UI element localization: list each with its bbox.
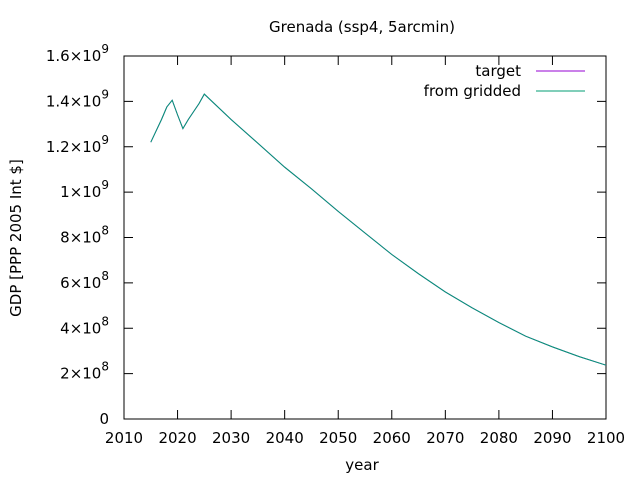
y-axis-ticks: 0 2×108 4×108 6×108 8×108 1×109 1.2×109 1.4×109… [46,42,606,428]
x-tick-label: 2010 [105,429,143,447]
x-tick-label: 2020 [158,429,196,447]
series-lines [150,93,607,366]
y-tick-label: 6×108 [60,269,109,292]
series-line-target [150,93,607,366]
plot-frame [123,55,607,420]
y-tick-label: 0 [99,410,109,428]
y-axis-title: GDP [PPP 2005 Int $] [7,159,25,317]
x-axis-ticks: 2010 2020 2030 2040 2050 2060 2070 2080 2090 2100 [105,56,625,447]
y-tick-label: 1×109 [60,178,109,201]
legend-label: target [475,62,521,80]
y-tick-label: 4×108 [60,314,109,337]
x-tick-label: 2030 [212,429,250,447]
x-tick-label: 2080 [480,429,518,447]
y-tick-label: 1.6×109 [46,42,109,65]
y-tick-label: 1.4×109 [46,87,109,110]
x-tick-label: 2060 [373,429,411,447]
y-tick-label: 8×108 [60,224,109,247]
y-tick-label: 2×108 [60,360,109,383]
x-tick-label: 2050 [319,429,357,447]
series-line-from-gridded [150,93,607,366]
x-tick-label: 2100 [587,429,625,447]
x-tick-label: 2070 [426,429,464,447]
x-axis-title: year [345,456,379,474]
x-tick-label: 2090 [533,429,571,447]
chart-title: Grenada (ssp4, 5arcmin) [269,18,455,36]
x-tick-label: 2040 [266,429,304,447]
y-tick-label: 1.2×109 [46,133,109,156]
legend: target from gridded [424,62,585,100]
legend-label: from gridded [424,82,521,100]
